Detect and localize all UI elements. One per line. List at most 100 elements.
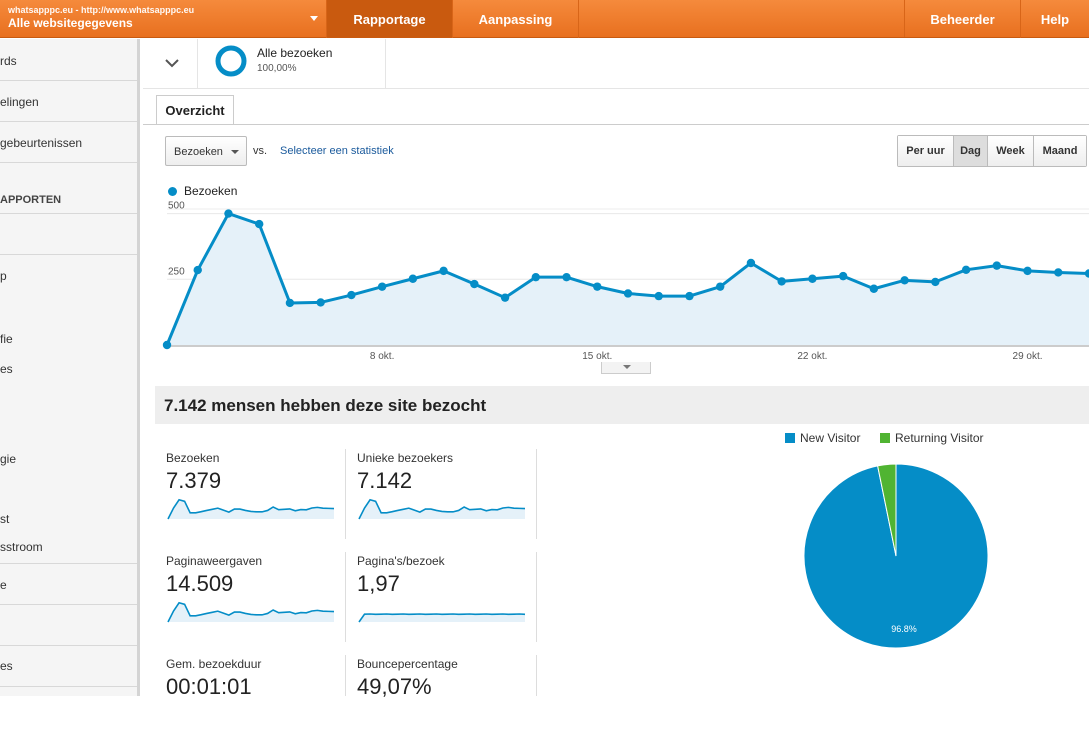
chart-point[interactable] xyxy=(347,290,356,300)
stat-value: 00:01:01 xyxy=(166,674,252,699)
stat-divider xyxy=(345,655,346,696)
chart-point[interactable] xyxy=(1054,268,1063,277)
sidebar-divider xyxy=(0,645,137,646)
chart-point[interactable] xyxy=(992,261,1001,270)
chart-point[interactable] xyxy=(500,293,510,302)
chart-point[interactable] xyxy=(623,289,633,298)
account-selector[interactable]: whatsapppc.eu - http://www.whatsapppc.eu… xyxy=(0,0,327,38)
pie-legend-new: New Visitor xyxy=(785,431,860,445)
chart-point[interactable] xyxy=(285,298,295,308)
period-button-maand[interactable]: Maand xyxy=(1034,136,1086,166)
chevron-down-icon[interactable] xyxy=(163,55,181,71)
nav-aanpassing[interactable]: Aanpassing xyxy=(453,0,579,38)
stat-paginaweergaven[interactable]: Paginaweergaven 14.509 xyxy=(166,554,346,639)
chart-point[interactable] xyxy=(777,277,786,286)
chevron-down-icon xyxy=(623,365,631,369)
chart-point[interactable] xyxy=(255,219,264,229)
chart-point[interactable] xyxy=(439,266,448,276)
stat-sparkline xyxy=(358,613,526,623)
top-bar: whatsapppc.eu - http://www.whatsapppc.eu… xyxy=(0,0,1089,38)
sidebar-item[interactable]: rds xyxy=(0,54,17,68)
sparkline-fill xyxy=(359,499,525,519)
sidebar-item[interactable]: sstroom xyxy=(0,540,43,554)
chart-point[interactable] xyxy=(931,277,940,287)
chart-point[interactable] xyxy=(408,274,418,283)
sparkline-fill xyxy=(168,499,334,519)
nav-rapportage[interactable]: Rapportage xyxy=(327,0,453,38)
visitor-type-pie-chart[interactable]: 96.8% xyxy=(803,463,989,649)
stat-divider xyxy=(536,449,537,539)
stat-bouncepercentage[interactable]: Bouncepercentage 49,07% xyxy=(357,657,537,742)
chart-point[interactable] xyxy=(162,340,172,350)
chart-point[interactable] xyxy=(716,282,725,291)
chart-point[interactable] xyxy=(377,282,387,291)
chart-point[interactable] xyxy=(224,209,233,218)
chart-legend-label: Bezoeken xyxy=(184,184,238,198)
chevron-down-icon xyxy=(231,150,239,154)
chart-point[interactable] xyxy=(593,282,602,291)
chart-point[interactable] xyxy=(193,265,202,275)
stat-divider xyxy=(536,655,537,696)
chart-point[interactable] xyxy=(562,272,571,282)
sparkline-line xyxy=(167,601,335,623)
sidebar-item[interactable]: e xyxy=(0,578,7,592)
period-button-dag[interactable]: Dag xyxy=(954,136,988,166)
visits-line-chart[interactable]: 250 500 8 okt. 15 okt. 22 okt. 29 okt. xyxy=(143,199,1089,374)
nav-beheerder[interactable]: Beheerder xyxy=(905,0,1021,38)
sidebar-item[interactable]: p xyxy=(0,269,7,283)
sidebar-divider xyxy=(0,563,137,564)
stat-bezoeken[interactable]: Bezoeken 7.379 xyxy=(166,451,346,536)
chart-point[interactable] xyxy=(961,265,971,275)
summary-headline: 7.142 mensen hebben deze site bezocht xyxy=(155,386,1089,424)
sidebar-divider xyxy=(0,686,137,687)
sidebar-item[interactable]: elingen xyxy=(0,95,39,109)
segment-divider xyxy=(197,39,198,88)
chart-point[interactable] xyxy=(746,258,756,268)
segment-percent: 100,00% xyxy=(257,63,297,74)
chart-resize-handle[interactable] xyxy=(601,362,651,374)
sidebar: rds elingen gebeurtenissen APPORTEN p fi… xyxy=(0,39,140,696)
chart-point[interactable] xyxy=(654,291,663,301)
sidebar-item[interactable]: gie xyxy=(0,452,17,466)
stat-unieke-bezoekers[interactable]: Unieke bezoekers 7.142 xyxy=(357,451,537,536)
period-button-per-uur[interactable]: Per uur xyxy=(898,136,954,166)
pie-slice-label: 96.8% xyxy=(891,624,917,634)
chart-point[interactable] xyxy=(838,271,848,281)
stat-value: 1,97 xyxy=(357,571,400,596)
sparkline-line xyxy=(358,498,526,520)
period-selector: Per uur Dag Week Maand xyxy=(897,135,1087,167)
sparkline-fill xyxy=(359,614,525,622)
chart-point[interactable] xyxy=(531,272,540,282)
chart-point[interactable] xyxy=(869,284,879,293)
stat-sparkline xyxy=(167,498,335,520)
chart-point[interactable] xyxy=(1023,266,1032,276)
sidebar-item[interactable]: es xyxy=(0,659,13,673)
sidebar-divider xyxy=(0,254,137,255)
chart-point[interactable] xyxy=(1084,269,1089,278)
stat-gem-bezoekduur[interactable]: Gem. bezoekduur 00:01:01 xyxy=(166,657,346,742)
x-tick-label: 22 okt. xyxy=(797,351,827,362)
tab-overzicht[interactable]: Overzicht xyxy=(156,95,234,125)
pie-legend-label: New Visitor xyxy=(800,431,861,445)
sidebar-item[interactable]: fie xyxy=(0,332,13,346)
pie-slice-returning-visitor[interactable] xyxy=(877,463,897,557)
x-tick-label: 29 okt. xyxy=(1013,351,1043,362)
period-button-week[interactable]: Week xyxy=(988,136,1034,166)
stat-pagina-s-bezoek[interactable]: Pagina's/bezoek 1,97 xyxy=(357,554,537,639)
chart-point[interactable] xyxy=(316,298,325,307)
segment-donut-icon xyxy=(215,45,247,77)
chart-point[interactable] xyxy=(470,279,479,289)
chart-point[interactable] xyxy=(900,276,909,285)
chart-point[interactable] xyxy=(808,274,817,283)
sidebar-divider xyxy=(0,121,137,122)
sidebar-item[interactable]: es xyxy=(0,362,13,376)
y-tick-label: 250 xyxy=(168,266,185,277)
chart-point[interactable] xyxy=(685,291,694,301)
nav-help[interactable]: Help xyxy=(1040,11,1070,27)
segment-title[interactable]: Alle bezoeken xyxy=(257,46,333,60)
metric-dropdown[interactable]: Bezoeken xyxy=(165,136,247,166)
main-content: Alle bezoeken 100,00% Overzicht Bezoeken… xyxy=(143,39,1089,699)
select-statistic-link[interactable]: Selecteer een statistiek xyxy=(280,145,394,157)
sidebar-item[interactable]: st xyxy=(0,512,10,526)
sidebar-item[interactable]: gebeurtenissen xyxy=(0,136,83,150)
